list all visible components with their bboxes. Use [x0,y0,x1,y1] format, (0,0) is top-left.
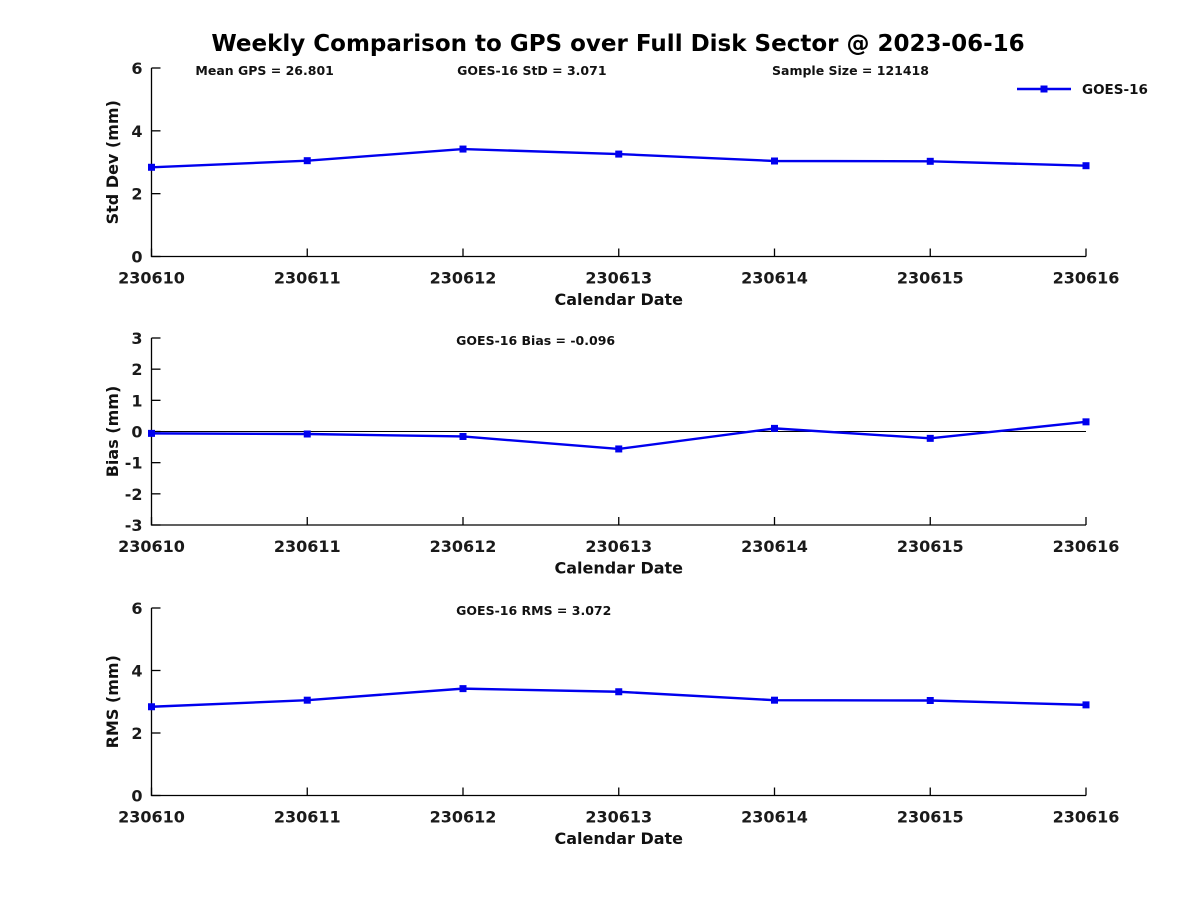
y-tick-label: 4 [131,662,142,681]
data-point-marker [615,150,623,158]
chart-title: Weekly Comparison to GPS over Full Disk … [211,31,1025,57]
x-tick-label: 230612 [430,269,497,288]
x-tick-label: 230615 [897,537,964,556]
x-tick-label: 230613 [585,269,652,288]
data-point-marker [926,697,934,704]
y-tick-label: 0 [131,787,142,806]
data-point-marker [1082,701,1090,709]
std-dev-chart: 0 2 4 6 230610 230611 230612 230613 230614 230615… [103,60,1148,309]
data-point-marker [148,429,155,437]
x-tick-label: 230616 [1053,269,1120,288]
x-tick-label: 230610 [118,269,185,288]
data-point-marker [303,696,311,704]
stat-annotation: Mean GPS = 26.801 [195,63,333,78]
data-point-marker [303,157,311,165]
y-tick-label: 1 [131,391,142,410]
data-point-marker [771,696,778,704]
x-tick-label: 230613 [585,537,652,556]
data-point-marker [1082,162,1090,170]
y-tick-label: -3 [125,516,143,535]
bias-chart: -3 -2 -1 0 1 2 3 230610 230611 230612 230613 230614… [103,329,1120,578]
legend-label: GOES-16 [1082,82,1148,98]
x-tick-label: 230615 [897,808,964,827]
x-tick-label: 230611 [274,537,341,556]
y-axis-label: Std Dev (mm) [103,100,122,224]
x-axis-label: Calendar Date [554,829,683,848]
y-tick-label: 3 [131,329,142,348]
data-point-marker [615,688,623,696]
x-tick-label: 230614 [741,269,808,288]
data-point-marker [926,157,934,165]
stat-annotation: GOES-16 StD = 3.071 [457,63,606,78]
y-tick-label: -1 [125,454,143,473]
y-tick-label: 2 [131,360,142,379]
x-tick-label: 230612 [430,537,497,556]
y-tick-label: 0 [131,423,142,442]
y-axis-label: RMS (mm) [103,655,122,748]
x-tick-label: 230610 [118,808,185,827]
y-tick-label: 2 [131,724,142,743]
y-tick-label: 0 [131,248,142,267]
data-point-marker [459,432,467,440]
x-tick-label: 230616 [1053,808,1120,827]
x-tick-label: 230613 [585,808,652,827]
data-point-marker [148,703,155,711]
rms-chart: 0 2 4 6 230610 230611 230612 230613 230614 230615… [103,599,1120,848]
data-point-marker [926,434,934,442]
y-tick-label: 6 [131,60,142,78]
x-tick-label: 230615 [897,269,964,288]
data-point-marker [459,685,467,693]
x-tick-label: 230611 [274,808,341,827]
x-tick-label: 230614 [741,537,808,556]
x-axis-label: Calendar Date [554,559,683,578]
data-point-marker [1082,418,1090,426]
series-line [151,420,1087,451]
x-tick-label: 230612 [430,808,497,827]
data-point-marker [459,145,467,153]
y-tick-label: 6 [131,599,142,618]
x-tick-label: 230610 [118,537,185,556]
stat-annotation: Sample Size = 121418 [772,63,929,78]
stat-annotation: GOES-16 RMS = 3.072 [456,603,611,618]
legend-marker-icon [1040,85,1048,93]
data-point-marker [771,157,778,165]
y-axis-label: Bias (mm) [103,386,122,478]
y-tick-label: 4 [131,122,142,141]
x-tick-label: 230616 [1053,537,1120,556]
data-point-marker [771,424,778,432]
y-tick-label: 2 [131,185,142,204]
stat-annotation: GOES-16 Bias = -0.096 [456,333,615,348]
data-point-marker [148,163,155,171]
x-tick-label: 230611 [274,269,341,288]
data-point-marker [615,445,623,453]
y-tick-label: -2 [125,485,143,504]
data-point-marker [303,430,311,438]
x-tick-label: 230614 [741,808,808,827]
x-axis-label: Calendar Date [554,290,683,309]
